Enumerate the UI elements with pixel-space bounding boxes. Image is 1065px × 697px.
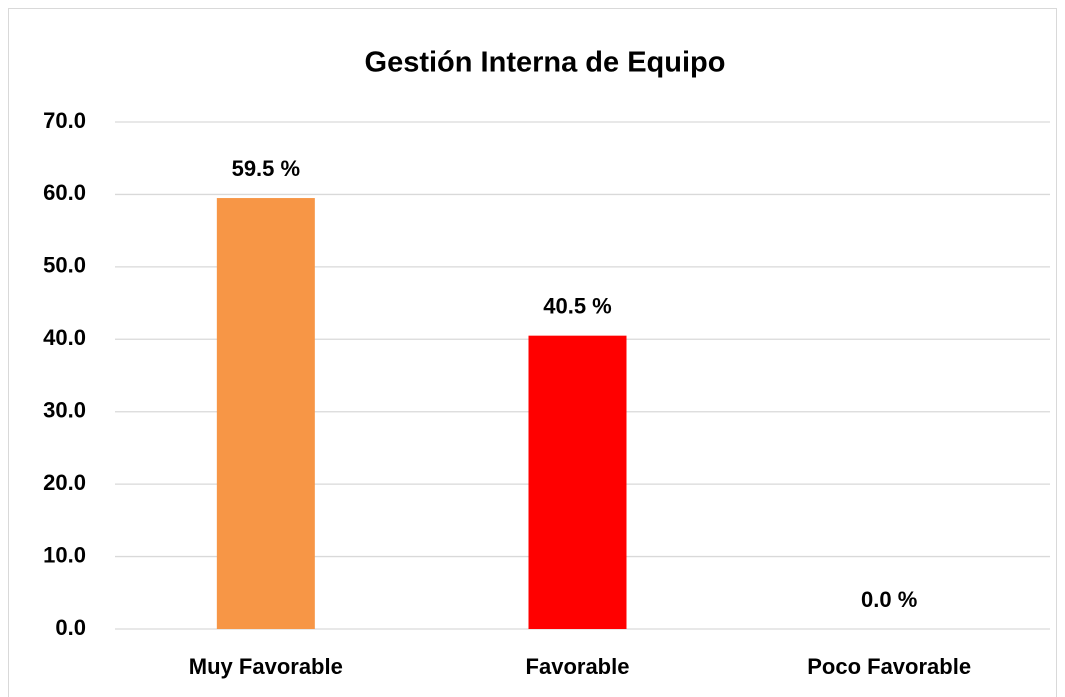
x-tick-label: Poco Favorable: [807, 654, 971, 679]
x-tick-label: Muy Favorable: [189, 654, 343, 679]
y-tick-label: 40.0: [43, 325, 86, 350]
y-tick-label: 70.0: [43, 108, 86, 133]
data-label: 0.0 %: [861, 587, 917, 612]
chart-title: Gestión Interna de Equipo: [365, 47, 726, 79]
x-tick-label: Favorable: [526, 654, 630, 679]
data-label: 59.5 %: [232, 156, 301, 181]
data-label: 40.5 %: [543, 293, 612, 318]
y-tick-label: 50.0: [43, 253, 86, 278]
y-tick-label: 30.0: [43, 398, 86, 423]
y-tick-label: 0.0: [55, 615, 86, 640]
bar: [216, 198, 315, 630]
y-tick-label: 60.0: [43, 180, 86, 205]
bar: [528, 335, 627, 629]
y-tick-label: 10.0: [43, 542, 86, 567]
y-tick-label: 20.0: [43, 470, 86, 495]
